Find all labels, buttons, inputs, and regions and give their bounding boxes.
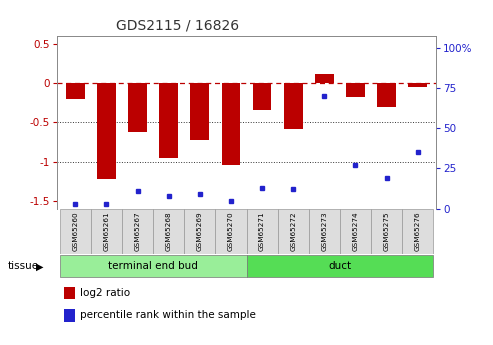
Text: GSM65268: GSM65268: [166, 211, 172, 250]
Bar: [408, 83, 427, 87]
Text: GSM65273: GSM65273: [321, 211, 327, 250]
Bar: [128, 83, 147, 132]
Text: GSM65261: GSM65261: [104, 211, 109, 250]
Text: GSM65269: GSM65269: [197, 211, 203, 250]
Text: GSM65274: GSM65274: [352, 211, 358, 250]
Bar: [284, 83, 303, 129]
Bar: [346, 83, 365, 97]
Text: tissue: tissue: [7, 262, 38, 271]
Bar: [153, 209, 184, 254]
Text: percentile rank within the sample: percentile rank within the sample: [80, 310, 256, 320]
Text: GSM65272: GSM65272: [290, 211, 296, 250]
Text: GSM65260: GSM65260: [72, 211, 78, 250]
Bar: [246, 209, 278, 254]
Bar: [253, 83, 271, 110]
Bar: [97, 83, 116, 179]
Bar: [278, 209, 309, 254]
Text: GDS2115 / 16826: GDS2115 / 16826: [116, 19, 239, 33]
Bar: [66, 83, 85, 99]
Bar: [377, 83, 396, 107]
Bar: [159, 83, 178, 158]
Text: duct: duct: [328, 261, 352, 270]
Bar: [309, 209, 340, 254]
Bar: [60, 255, 246, 277]
Bar: [190, 83, 209, 140]
Bar: [246, 255, 433, 277]
Text: terminal end bud: terminal end bud: [108, 261, 198, 270]
Bar: [222, 83, 240, 165]
Bar: [91, 209, 122, 254]
Bar: [122, 209, 153, 254]
Text: GSM65276: GSM65276: [415, 211, 421, 250]
Bar: [60, 209, 91, 254]
Text: GSM65275: GSM65275: [384, 211, 389, 250]
Text: GSM65267: GSM65267: [135, 211, 141, 250]
Bar: [315, 74, 334, 83]
Bar: [340, 209, 371, 254]
Bar: [402, 209, 433, 254]
Text: GSM65271: GSM65271: [259, 211, 265, 250]
Text: log2 ratio: log2 ratio: [80, 288, 130, 298]
Bar: [215, 209, 246, 254]
Bar: [184, 209, 215, 254]
Text: GSM65270: GSM65270: [228, 211, 234, 250]
Text: ▶: ▶: [35, 262, 43, 271]
Bar: [371, 209, 402, 254]
